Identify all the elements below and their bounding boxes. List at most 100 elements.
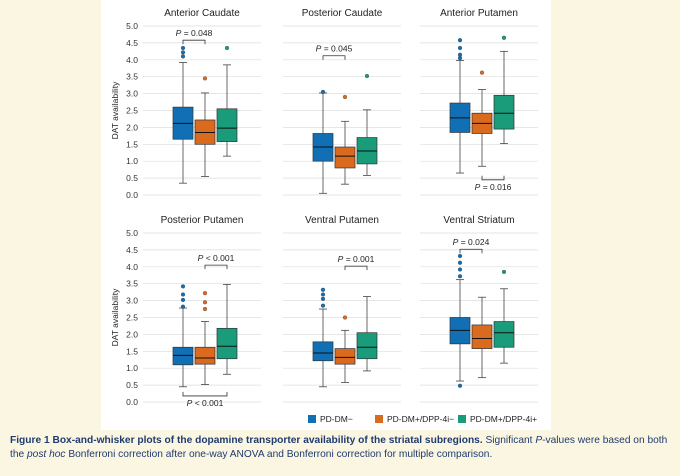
outlier-point: [457, 260, 463, 265]
caption-label: Figure 1 Box-and-whisker plots of the do…: [10, 435, 483, 446]
panel-title: Posterior Putamen: [161, 215, 244, 226]
outlier-point: [202, 300, 208, 305]
y-tick-label: 3.5: [126, 72, 138, 82]
legend-label: PD-DM+/DPP-4i+: [470, 414, 537, 424]
significance-bracket: [322, 55, 346, 60]
significance-bracket: [344, 265, 368, 271]
significance-bracket: [459, 248, 483, 254]
y-tick-label: 3.0: [126, 89, 138, 99]
outlier-point: [320, 89, 326, 94]
outlier-point: [180, 54, 186, 59]
outlier-point: [342, 315, 348, 320]
y-tick-label: 3.0: [126, 296, 138, 306]
box: [334, 348, 356, 365]
significance-label: P < 0.001: [187, 398, 224, 408]
panel-5: Ventral Putamen P = 0.001: [283, 215, 401, 403]
panel-title: Anterior Putamen: [440, 8, 518, 19]
outlier-point: [202, 306, 208, 312]
y-tick-label: 0.5: [126, 173, 138, 183]
significance-label: P = 0.048: [176, 28, 213, 38]
caption-posthoc: post hoc: [27, 449, 66, 460]
y-tick-label: 5.0: [126, 228, 138, 238]
outlier-point: [364, 73, 370, 79]
y-tick-label: 4.0: [126, 55, 138, 65]
y-tick-label: 0.0: [126, 190, 138, 200]
legend-swatch: [375, 415, 383, 423]
significance-label: P = 0.001: [338, 254, 375, 264]
outlier-point: [202, 291, 208, 296]
caption-text-3: Bonferroni correction after one-way ANOV…: [65, 449, 493, 460]
y-tick-label: 2.0: [126, 329, 138, 339]
outlier-point: [457, 383, 463, 388]
significance-label: P = 0.045: [316, 44, 353, 54]
y-axis-label: DAT availability: [110, 288, 120, 347]
figure-caption: Figure 1 Box-and-whisker plots of the do…: [10, 434, 670, 462]
box: [493, 321, 515, 348]
y-tick-label: 1.5: [126, 346, 138, 356]
y-tick-label: 5.0: [126, 21, 138, 31]
y-tick-label: 4.5: [126, 38, 138, 48]
y-tick-label: 3.5: [126, 279, 138, 289]
box: [216, 327, 238, 360]
outlier-point: [202, 76, 208, 81]
caption-text-1: Significant: [482, 435, 536, 446]
outlier-point: [342, 94, 348, 100]
outlier-point: [320, 303, 326, 308]
y-tick-label: 0.0: [126, 397, 138, 407]
panel-title: Ventral Striatum: [443, 215, 514, 226]
outlier-point: [501, 35, 507, 40]
box-plot-grid: Anterior Caudate 0.0 0.5 1.0 1.5 2.0 2.5 3.0 3.5…: [101, 0, 551, 430]
y-tick-label: 4.0: [126, 262, 138, 272]
significance-bracket: [182, 39, 206, 45]
outlier-point: [224, 45, 230, 51]
y-axis-label: DAT availability: [110, 81, 120, 140]
outlier-point: [320, 292, 326, 297]
outlier-point: [180, 45, 186, 51]
box: [356, 332, 378, 360]
significance-label: P = 0.024: [453, 237, 490, 247]
outlier-point: [457, 56, 463, 61]
panel-title: Posterior Caudate: [302, 8, 383, 19]
legend-swatch: [308, 415, 316, 423]
legend-label: PD-DM−: [320, 414, 353, 424]
significance-bracket: [182, 391, 228, 397]
outlier-point: [180, 297, 186, 302]
legend: PD-DM− PD-DM+/DPP-4i− PD-DM+/DPP-4i+: [308, 414, 537, 424]
panel-title: Anterior Caudate: [164, 8, 240, 19]
significance-bracket: [481, 175, 505, 181]
significance-bracket: [204, 264, 228, 270]
panel-2: Posterior Caudate P = 0.045: [283, 8, 401, 196]
box: [172, 346, 194, 366]
panel-4: Posterior Putamen 0.0 0.5 1.0 1.5 2.0 2.5 3.0 3.…: [110, 215, 261, 408]
outlier-point: [320, 287, 326, 292]
panel-1: Anterior Caudate 0.0 0.5 1.0 1.5 2.0 2.5 3.0 3.5…: [110, 8, 261, 200]
outlier-point: [501, 269, 507, 274]
y-tick-label: 2.5: [126, 106, 138, 116]
caption-text-2: -values were based on both the: [10, 435, 668, 460]
box: [493, 94, 515, 130]
legend-label: PD-DM+/DPP-4i−: [387, 414, 454, 424]
box: [216, 108, 238, 142]
outlier-point: [180, 292, 186, 297]
panel-3: Anterior Putamen P = 0.016: [420, 8, 538, 196]
y-tick-label: 4.5: [126, 245, 138, 255]
outlier-point: [180, 50, 186, 55]
outlier-point: [457, 274, 463, 279]
outlier-point: [457, 45, 463, 51]
box: [471, 324, 493, 349]
outlier-point: [457, 253, 463, 259]
y-tick-label: 1.0: [126, 363, 138, 373]
panel-title: Ventral Putamen: [305, 215, 379, 226]
y-tick-label: 2.5: [126, 313, 138, 323]
y-tick-label: 1.0: [126, 156, 138, 166]
y-tick-label: 1.5: [126, 139, 138, 149]
significance-label: P < 0.001: [198, 253, 235, 263]
caption-p: P: [535, 435, 543, 446]
y-tick-label: 0.5: [126, 380, 138, 390]
outlier-point: [180, 284, 186, 289]
outlier-point: [457, 38, 463, 43]
box: [312, 341, 334, 362]
outlier-point: [457, 52, 463, 57]
box: [334, 146, 356, 169]
